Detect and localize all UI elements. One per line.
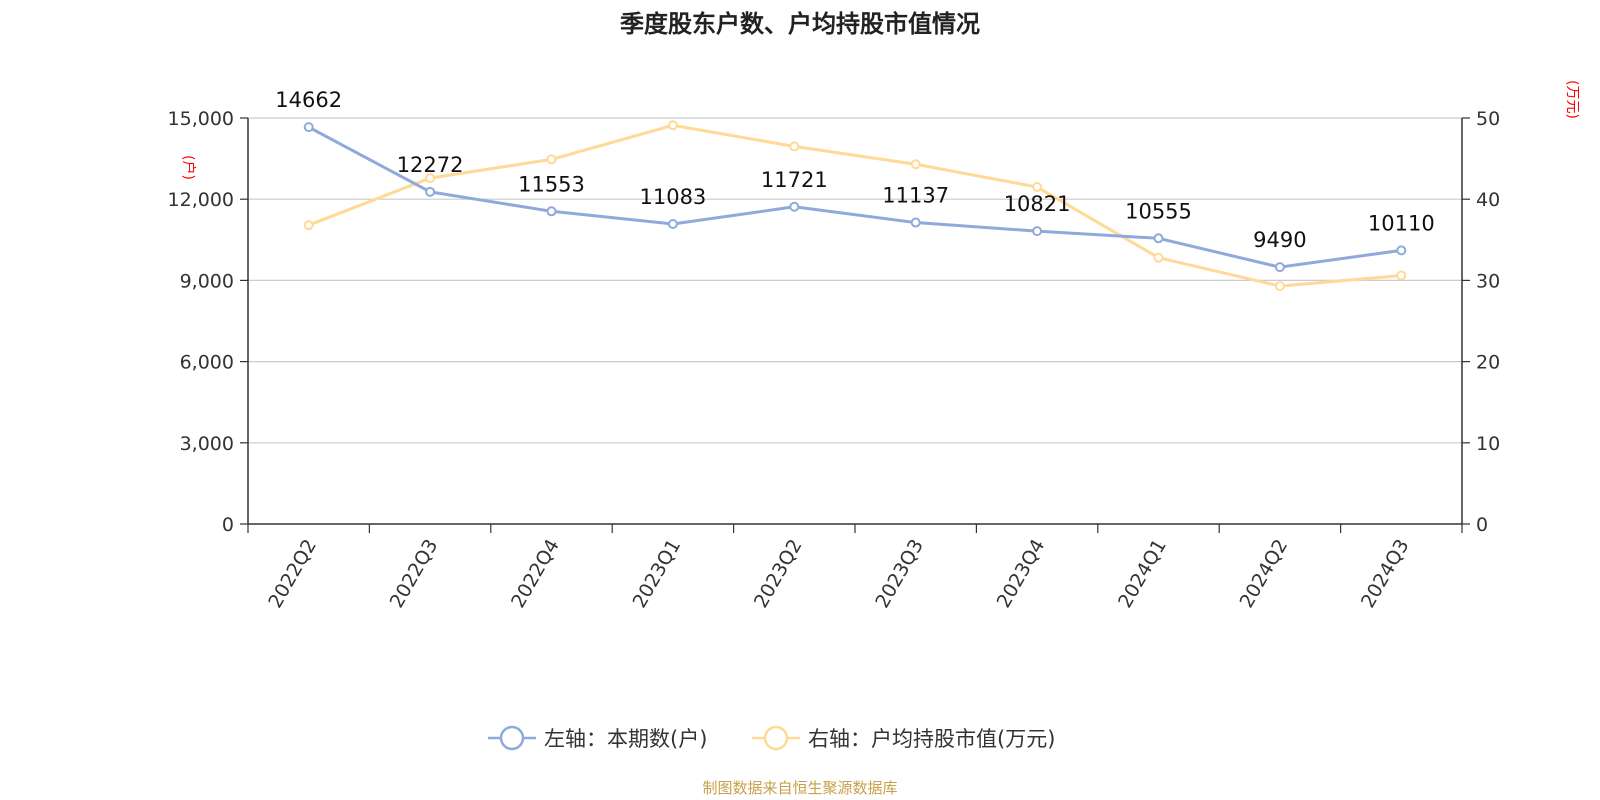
left-y-tick-label: 9,000: [180, 270, 234, 292]
series-1-point[interactable]: [1274, 281, 1285, 292]
right-y-tick-label: 40: [1476, 189, 1500, 211]
right-y-tick-label: 50: [1476, 108, 1500, 130]
series-0-point[interactable]: [910, 217, 921, 228]
axes: 0 3,000 6,000 9,000 12,000 15,000 0 10 20 30 40 50 2…: [168, 108, 1501, 612]
data-label: 10110: [1368, 211, 1435, 235]
legend-swatch-marker: [763, 725, 789, 751]
right-axis-unit: (万元): [1564, 80, 1580, 119]
legend[interactable]: 左轴：本期数(户) 右轴：户均持股市值(万元): [488, 725, 1055, 751]
x-tick-label: 2024Q2: [1235, 536, 1292, 612]
x-tick-label: 2023Q1: [628, 536, 685, 612]
grid: [248, 117, 1462, 444]
series-0-point[interactable]: [303, 122, 314, 133]
series-0-point[interactable]: [425, 186, 436, 197]
x-tick-label: 2022Q2: [264, 536, 321, 612]
right-y-tick-label: 0: [1476, 514, 1488, 536]
series-1-point[interactable]: [910, 159, 921, 170]
series-1-point[interactable]: [425, 173, 436, 184]
data-label: 10821: [1004, 192, 1071, 216]
series-0-point[interactable]: [789, 201, 800, 212]
series-1-point[interactable]: [303, 220, 314, 231]
x-tick-label: 2023Q3: [871, 536, 928, 612]
right-y-tick-label: 30: [1476, 270, 1500, 292]
series-1-point[interactable]: [789, 141, 800, 152]
source-note: 制图数据来自恒生聚源数据库: [702, 779, 897, 797]
chart-title: 季度股东户数、户均持股市值情况: [620, 10, 980, 38]
series-0-point[interactable]: [1153, 233, 1164, 244]
legend-item-label[interactable]: 左轴：本期数(户): [544, 727, 707, 751]
data-label: 10555: [1125, 199, 1192, 223]
series-line-0: [307, 125, 1402, 269]
right-y-tick-label: 10: [1476, 433, 1500, 455]
data-label: 11137: [882, 184, 949, 208]
left-y-tick-label: 6,000: [180, 352, 234, 374]
left-y-tick-label: 0: [222, 514, 234, 536]
left-y-tick-label: 3,000: [180, 433, 234, 455]
data-label: 11553: [518, 172, 585, 196]
series-1-point[interactable]: [1396, 270, 1407, 281]
x-tick-label: 2024Q3: [1357, 536, 1414, 612]
left-y-tick-label: 12,000: [168, 189, 234, 211]
series-1-point[interactable]: [546, 154, 557, 165]
data-label: 12272: [397, 153, 464, 177]
series-0-point[interactable]: [1032, 226, 1043, 237]
data-label: 11083: [639, 185, 706, 209]
x-tick-label: 2022Q3: [386, 536, 443, 612]
series-0-point[interactable]: [667, 219, 678, 230]
series-1-point[interactable]: [667, 120, 678, 131]
right-y-tick-label: 20: [1476, 352, 1500, 374]
x-tick-label: 2023Q4: [993, 536, 1050, 612]
series-layer: [303, 120, 1407, 292]
series-0-point[interactable]: [546, 206, 557, 217]
data-labels: 14662 12272 11553 11083 11721 11137 10821 10555…: [275, 88, 1434, 252]
data-label: 14662: [275, 88, 342, 112]
left-y-tick-label: 15,000: [168, 108, 234, 130]
legend-item-label[interactable]: 右轴：户均持股市值(万元): [808, 727, 1055, 751]
left-axis-unit: (户): [180, 155, 197, 180]
x-tick-label: 2023Q2: [750, 536, 807, 612]
series-0-point[interactable]: [1396, 245, 1407, 256]
series-1-point[interactable]: [1153, 252, 1164, 263]
data-label: 11721: [761, 168, 828, 192]
x-tick-label: 2022Q4: [507, 536, 564, 612]
data-label: 9490: [1253, 228, 1306, 252]
x-tick-label: 2024Q1: [1114, 536, 1171, 612]
series-0-point[interactable]: [1274, 262, 1285, 273]
series-line-1: [308, 123, 1402, 288]
legend-swatch-marker: [499, 725, 525, 751]
series-1-point[interactable]: [1032, 182, 1043, 193]
